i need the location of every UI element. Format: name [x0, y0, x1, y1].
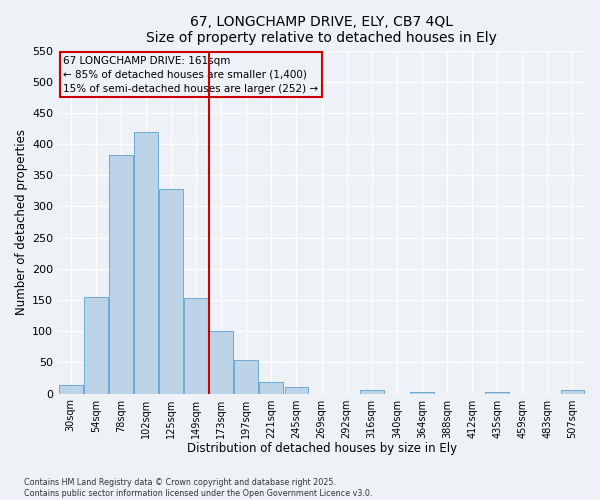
Text: Contains HM Land Registry data © Crown copyright and database right 2025.
Contai: Contains HM Land Registry data © Crown c…: [24, 478, 373, 498]
Bar: [284, 388, 308, 394]
Bar: [84, 297, 108, 394]
Bar: [560, 390, 584, 394]
Bar: [59, 386, 83, 394]
Bar: [235, 360, 258, 394]
Text: 67 LONGCHAMP DRIVE: 161sqm
← 85% of detached houses are smaller (1,400)
15% of s: 67 LONGCHAMP DRIVE: 161sqm ← 85% of deta…: [64, 56, 319, 94]
Bar: [360, 390, 383, 394]
Bar: [159, 189, 183, 394]
Bar: [485, 392, 509, 394]
Bar: [410, 392, 434, 394]
Y-axis label: Number of detached properties: Number of detached properties: [15, 129, 28, 315]
Bar: [209, 331, 233, 394]
Bar: [109, 154, 133, 394]
Title: 67, LONGCHAMP DRIVE, ELY, CB7 4QL
Size of property relative to detached houses i: 67, LONGCHAMP DRIVE, ELY, CB7 4QL Size o…: [146, 15, 497, 45]
Bar: [134, 132, 158, 394]
Bar: [259, 382, 283, 394]
Bar: [184, 298, 208, 394]
X-axis label: Distribution of detached houses by size in Ely: Distribution of detached houses by size …: [187, 442, 457, 455]
